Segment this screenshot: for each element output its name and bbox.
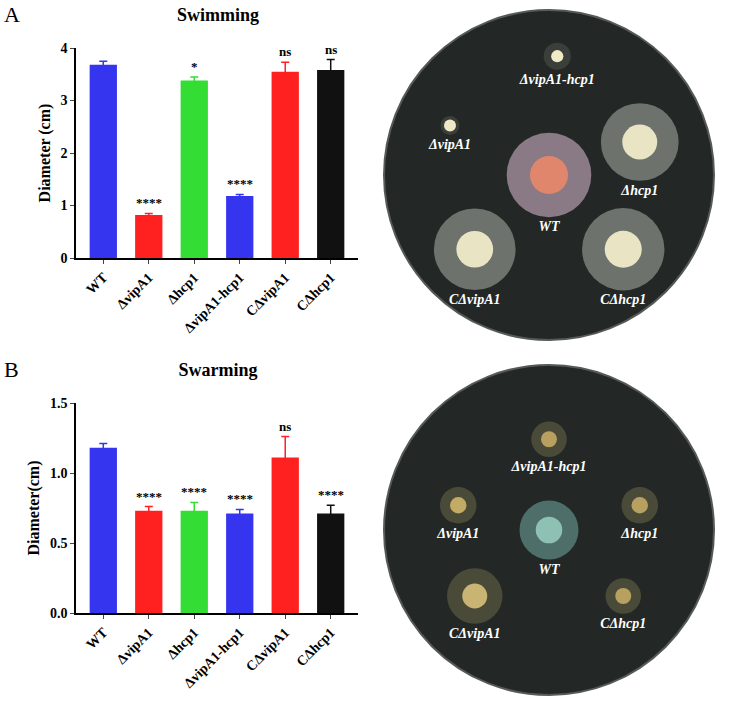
svg-text:ΔvipA1: ΔvipA1 (436, 526, 479, 541)
svg-text:****: **** (227, 491, 253, 506)
svg-text:****: **** (227, 176, 253, 191)
svg-text:2: 2 (60, 146, 67, 161)
svg-text:ns: ns (279, 419, 291, 434)
svg-text:3: 3 (60, 93, 67, 108)
svg-text:****: **** (318, 487, 344, 502)
svg-text:Diameter(cm): Diameter(cm) (25, 460, 43, 555)
svg-text:ΔvipA1-hcp1: ΔvipA1-hcp1 (181, 625, 247, 691)
svg-text:****: **** (136, 195, 162, 210)
svg-text:CΔhcp1: CΔhcp1 (293, 270, 337, 314)
svg-text:****: **** (136, 489, 162, 504)
svg-text:1.5: 1.5 (50, 396, 68, 411)
svg-text:WT: WT (539, 219, 561, 234)
svg-text:ns: ns (279, 44, 291, 59)
svg-text:WT: WT (83, 270, 111, 298)
svg-text:0: 0 (60, 251, 67, 266)
svg-text:*: * (191, 59, 198, 74)
svg-text:Δhcp1: Δhcp1 (164, 270, 201, 307)
svg-text:1: 1 (60, 198, 67, 213)
svg-text:CΔhcp1: CΔhcp1 (293, 625, 337, 669)
svg-text:Swarming: Swarming (178, 360, 257, 380)
svg-text:CΔhcp1: CΔhcp1 (600, 616, 646, 631)
svg-text:Δhcp1: Δhcp1 (620, 183, 658, 198)
svg-text:Diameter (cm): Diameter (cm) (36, 104, 54, 203)
svg-text:0.0: 0.0 (50, 606, 68, 621)
svg-text:0.5: 0.5 (50, 536, 68, 551)
svg-text:CΔvipA1: CΔvipA1 (243, 270, 292, 319)
svg-text:ΔvipA1: ΔvipA1 (114, 270, 156, 312)
svg-text:4: 4 (60, 41, 67, 56)
svg-text:1.0: 1.0 (50, 466, 68, 481)
svg-text:Δhcp1: Δhcp1 (620, 526, 658, 541)
svg-text:CΔvipA1: CΔvipA1 (449, 292, 501, 307)
svg-text:****: **** (181, 484, 207, 499)
svg-text:ΔvipA1-hcp1: ΔvipA1-hcp1 (511, 459, 587, 474)
svg-text:ΔvipA1-hcp1: ΔvipA1-hcp1 (519, 72, 595, 87)
svg-text:ΔvipA1: ΔvipA1 (428, 137, 471, 152)
html-text:A: A (4, 2, 20, 27)
svg-text:WT: WT (83, 625, 111, 653)
svg-text:CΔhcp1: CΔhcp1 (600, 292, 646, 307)
svg-text:CΔvipA1: CΔvipA1 (243, 625, 292, 674)
svg-text:ΔvipA1-hcp1: ΔvipA1-hcp1 (181, 270, 247, 336)
svg-text:ΔvipA1: ΔvipA1 (114, 625, 156, 667)
svg-text:ns: ns (325, 42, 337, 57)
svg-text:WT: WT (539, 562, 561, 577)
html-text:B: B (4, 357, 19, 382)
svg-text:Δhcp1: Δhcp1 (164, 625, 201, 662)
svg-text:CΔvipA1: CΔvipA1 (449, 626, 501, 641)
svg-text:Swimming: Swimming (177, 5, 259, 25)
